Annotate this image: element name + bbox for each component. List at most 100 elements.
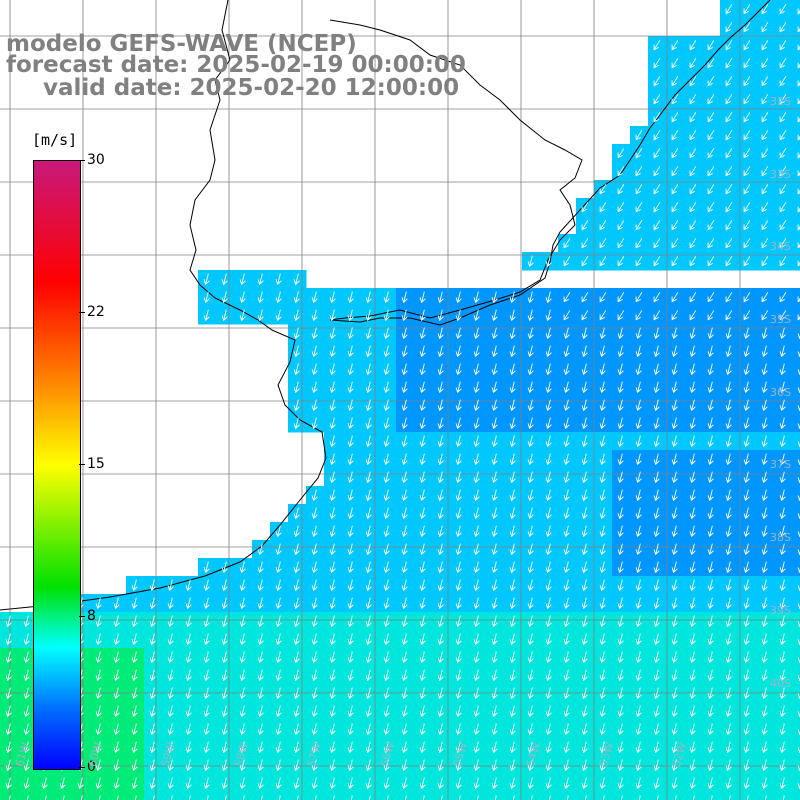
wind-arrow: [743, 615, 750, 628]
wind-arrow: [761, 651, 768, 664]
colorbar-label-30: 30: [87, 152, 105, 168]
wind-arrow: [689, 94, 697, 105]
wind-arrow: [329, 327, 336, 340]
wind-arrow: [419, 669, 426, 682]
wind-arrow: [581, 292, 589, 303]
speed-cell: [702, 792, 721, 800]
wind-arrow: [617, 202, 625, 213]
wind-arrow: [635, 327, 642, 340]
wind-arrow: [671, 381, 678, 394]
speed-cell: [720, 792, 739, 800]
wind-arrow: [473, 651, 480, 664]
wind-arrow: [725, 489, 732, 502]
colorbar-tick: [79, 616, 85, 617]
wind-arrow: [329, 291, 336, 304]
wind-arrow: [401, 363, 408, 376]
wind-arrow: [437, 741, 444, 754]
wind-arrow: [203, 291, 210, 304]
wind-arrow: [113, 741, 120, 754]
wind-arrow: [131, 705, 138, 718]
wind-arrow: [527, 579, 534, 592]
wind-arrow: [725, 327, 732, 340]
wind-arrow: [437, 687, 444, 700]
wind-arrow: [671, 705, 678, 718]
wind-arrow: [761, 112, 769, 123]
wind-arrow: [437, 417, 444, 430]
wind-arrow: [329, 363, 336, 376]
wind-arrow: [689, 651, 696, 664]
wind-arrow: [689, 166, 697, 177]
wind-arrow: [617, 345, 624, 358]
wind-arrow: [671, 184, 679, 195]
wind-arrow: [674, 795, 677, 800]
wind-arrow: [131, 633, 138, 646]
wind-arrow: [671, 166, 679, 177]
wind-arrow: [653, 220, 661, 231]
wind-arrow: [725, 184, 733, 195]
wind-arrow: [725, 453, 732, 466]
wind-arrow: [761, 345, 768, 358]
wind-arrow: [239, 705, 246, 718]
wind-arrow: [365, 669, 372, 682]
colorbar-label-8: 8: [87, 608, 96, 624]
wind-arrow: [707, 345, 714, 358]
wind-arrow: [203, 633, 210, 646]
wind-arrow: [671, 345, 678, 358]
wind-arrow: [491, 687, 498, 700]
wind-arrow: [5, 687, 12, 700]
speed-cell: [288, 792, 307, 800]
wind-arrow: [329, 669, 336, 682]
wind-arrow: [653, 327, 660, 340]
wind-arrow: [437, 309, 444, 322]
wind-arrow: [293, 561, 300, 574]
wind-arrow: [257, 543, 264, 556]
wind-arrow: [635, 399, 642, 412]
wind-arrow: [563, 669, 570, 682]
wind-arrow: [671, 292, 679, 303]
speed-cell: [198, 792, 217, 800]
wind-arrow: [437, 759, 444, 772]
wind-arrow: [509, 291, 516, 304]
wind-arrow: [293, 309, 300, 322]
wind-arrow: [527, 633, 534, 646]
wind-arrow: [725, 687, 732, 700]
wind-arrow: [203, 597, 210, 610]
wind-arrow: [689, 220, 697, 231]
speed-cell: [792, 432, 800, 451]
wind-arrow: [437, 543, 444, 556]
wind-arrow: [707, 453, 714, 466]
wind-arrow: [509, 381, 516, 394]
wind-arrow: [167, 723, 174, 736]
wind-arrow: [473, 363, 480, 376]
wind-arrow: [509, 723, 516, 736]
speed-cell: [792, 54, 800, 73]
speed-cell: [792, 216, 800, 235]
wind-arrow: [689, 615, 696, 628]
wind-arrow: [149, 651, 156, 664]
wind-arrow: [635, 148, 643, 159]
wind-arrow: [707, 597, 714, 610]
wind-arrow: [707, 417, 714, 430]
wind-arrow: [527, 543, 534, 556]
wind-arrow: [167, 579, 174, 592]
wind-arrow: [653, 112, 661, 123]
wind-arrow: [476, 795, 479, 800]
wind-arrow: [617, 220, 625, 231]
wind-arrow: [347, 669, 354, 682]
wind-arrow: [365, 453, 372, 466]
wind-arrow: [725, 669, 732, 682]
wind-arrow: [293, 579, 300, 592]
wind-arrow: [689, 58, 697, 69]
wind-arrow: [59, 777, 66, 790]
wind-arrow: [383, 777, 390, 790]
wind-arrow: [401, 435, 408, 448]
wind-arrow: [707, 525, 714, 538]
wind-arrow: [23, 723, 30, 736]
speed-cell: [0, 792, 19, 800]
wind-arrow: [545, 579, 552, 592]
wind-arrow: [455, 309, 462, 322]
wind-arrow: [509, 309, 516, 322]
wind-arrow: [725, 345, 732, 358]
speed-cell: [792, 324, 800, 343]
wind-arrow: [653, 579, 660, 592]
